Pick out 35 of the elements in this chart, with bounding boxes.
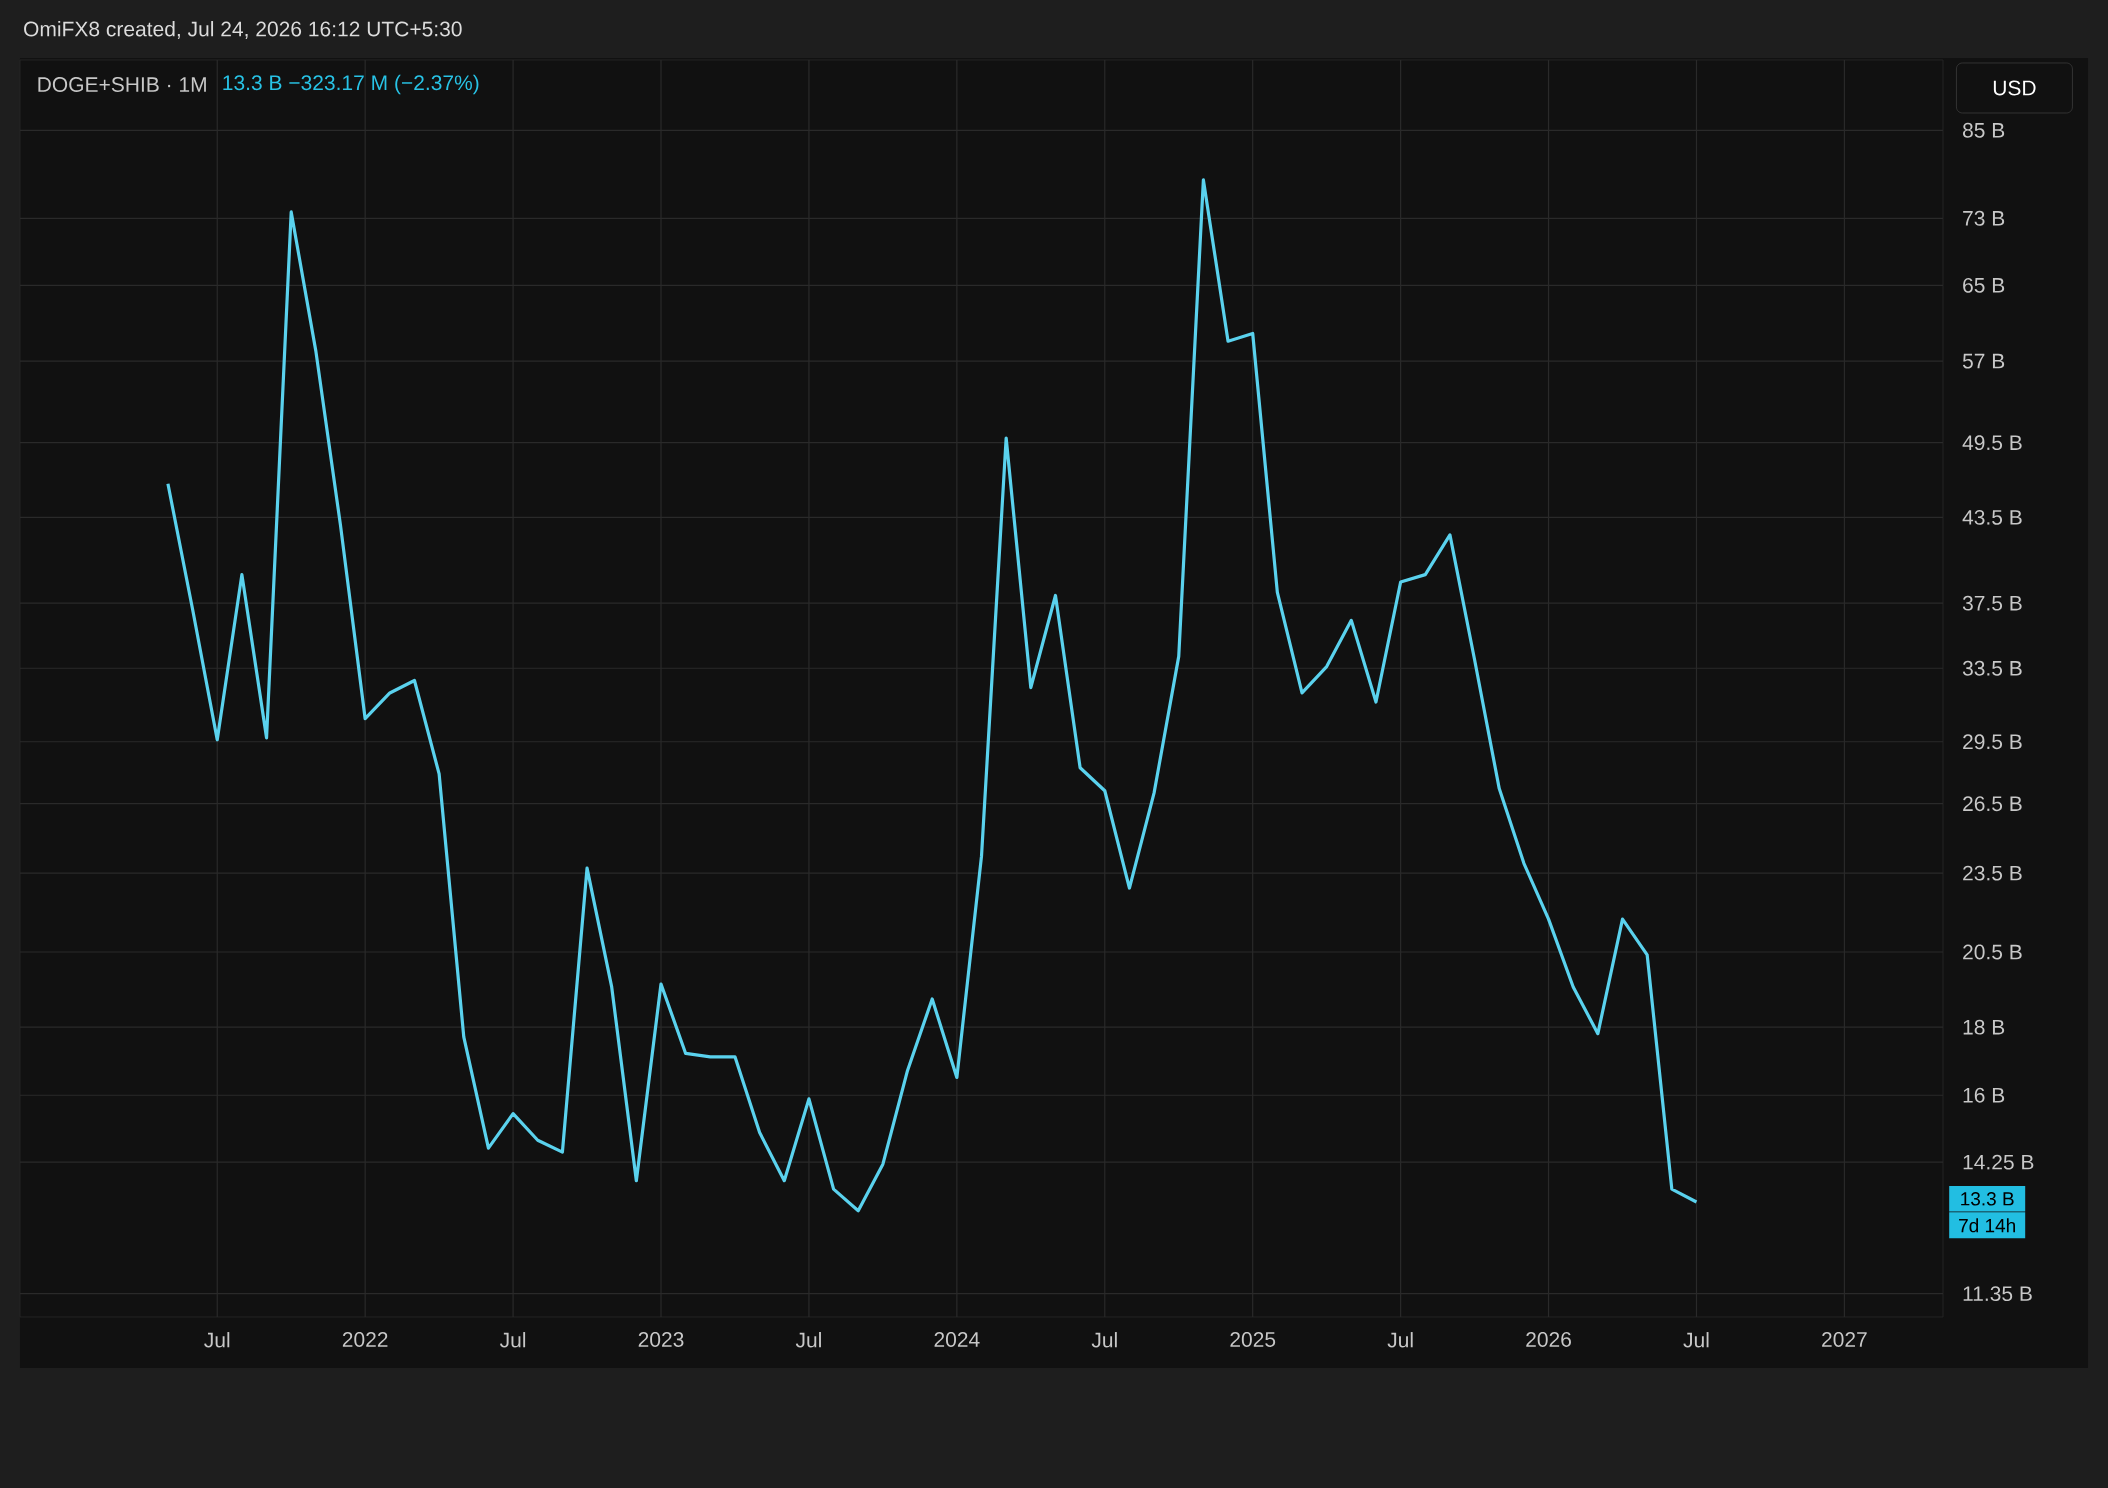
y-tick-label: 73 B bbox=[1963, 210, 2005, 226]
y-tick-label: 43.5 B bbox=[1962, 509, 2022, 525]
y-tick-label: 33.5 B bbox=[1962, 660, 2022, 676]
y-tick-label: 49.5 B bbox=[1962, 435, 2022, 451]
y-tick-label: 20.5 B bbox=[1963, 944, 2022, 960]
x-tick-label: 2022 bbox=[342, 1332, 388, 1347]
y-tick-label: 26.5 B bbox=[1963, 796, 2022, 812]
y-tick-label: 11.35 B bbox=[1963, 1286, 2032, 1302]
y-tick-label: 18 B bbox=[1963, 1019, 2005, 1035]
text: 13.3 B −323.17 M (−2.37%) bbox=[223, 74, 479, 95]
line-series bbox=[166, 178, 1699, 1213]
x-tick-label: 2027 bbox=[1822, 1332, 1867, 1347]
text: 7d 14h bbox=[1959, 1218, 2015, 1233]
x-tick-label: Jul bbox=[1387, 1332, 1413, 1348]
text: OmiFX8 created, Jul 24, 2026 16:12 UTC+5:30 bbox=[24, 21, 462, 39]
x-tick-label: Jul bbox=[499, 1332, 526, 1348]
text: 13.3 B bbox=[1961, 1192, 2014, 1206]
x-tick-label: Jul bbox=[1091, 1332, 1117, 1348]
x-tick-label: Jul bbox=[795, 1332, 821, 1348]
x-tick-label: 2026 bbox=[1526, 1332, 1571, 1347]
y-tick-label: 16 B bbox=[1963, 1087, 2005, 1103]
y-tick-label: 85 B bbox=[1962, 122, 2005, 138]
y-tick-label: 23.5 B bbox=[1963, 865, 2022, 881]
y-tick-label: 37.5 B bbox=[1962, 595, 2022, 611]
x-tick-label: 2023 bbox=[638, 1332, 684, 1347]
x-tick-label: Jul bbox=[1683, 1332, 1709, 1348]
y-tick-label: 65 B bbox=[1963, 277, 2005, 293]
text: DOGE+SHIB · 1M bbox=[38, 77, 206, 92]
y-tick-label: 14.25 B bbox=[1963, 1154, 2034, 1170]
x-tick-label: 2024 bbox=[934, 1332, 980, 1347]
y-tick-label: 57 B bbox=[1962, 353, 2005, 369]
y-tick-label: 29.5 B bbox=[1963, 734, 2022, 750]
x-tick-label: Jul bbox=[204, 1332, 230, 1348]
text: USD bbox=[1993, 80, 2036, 96]
x-tick-label: 2025 bbox=[1230, 1332, 1276, 1347]
